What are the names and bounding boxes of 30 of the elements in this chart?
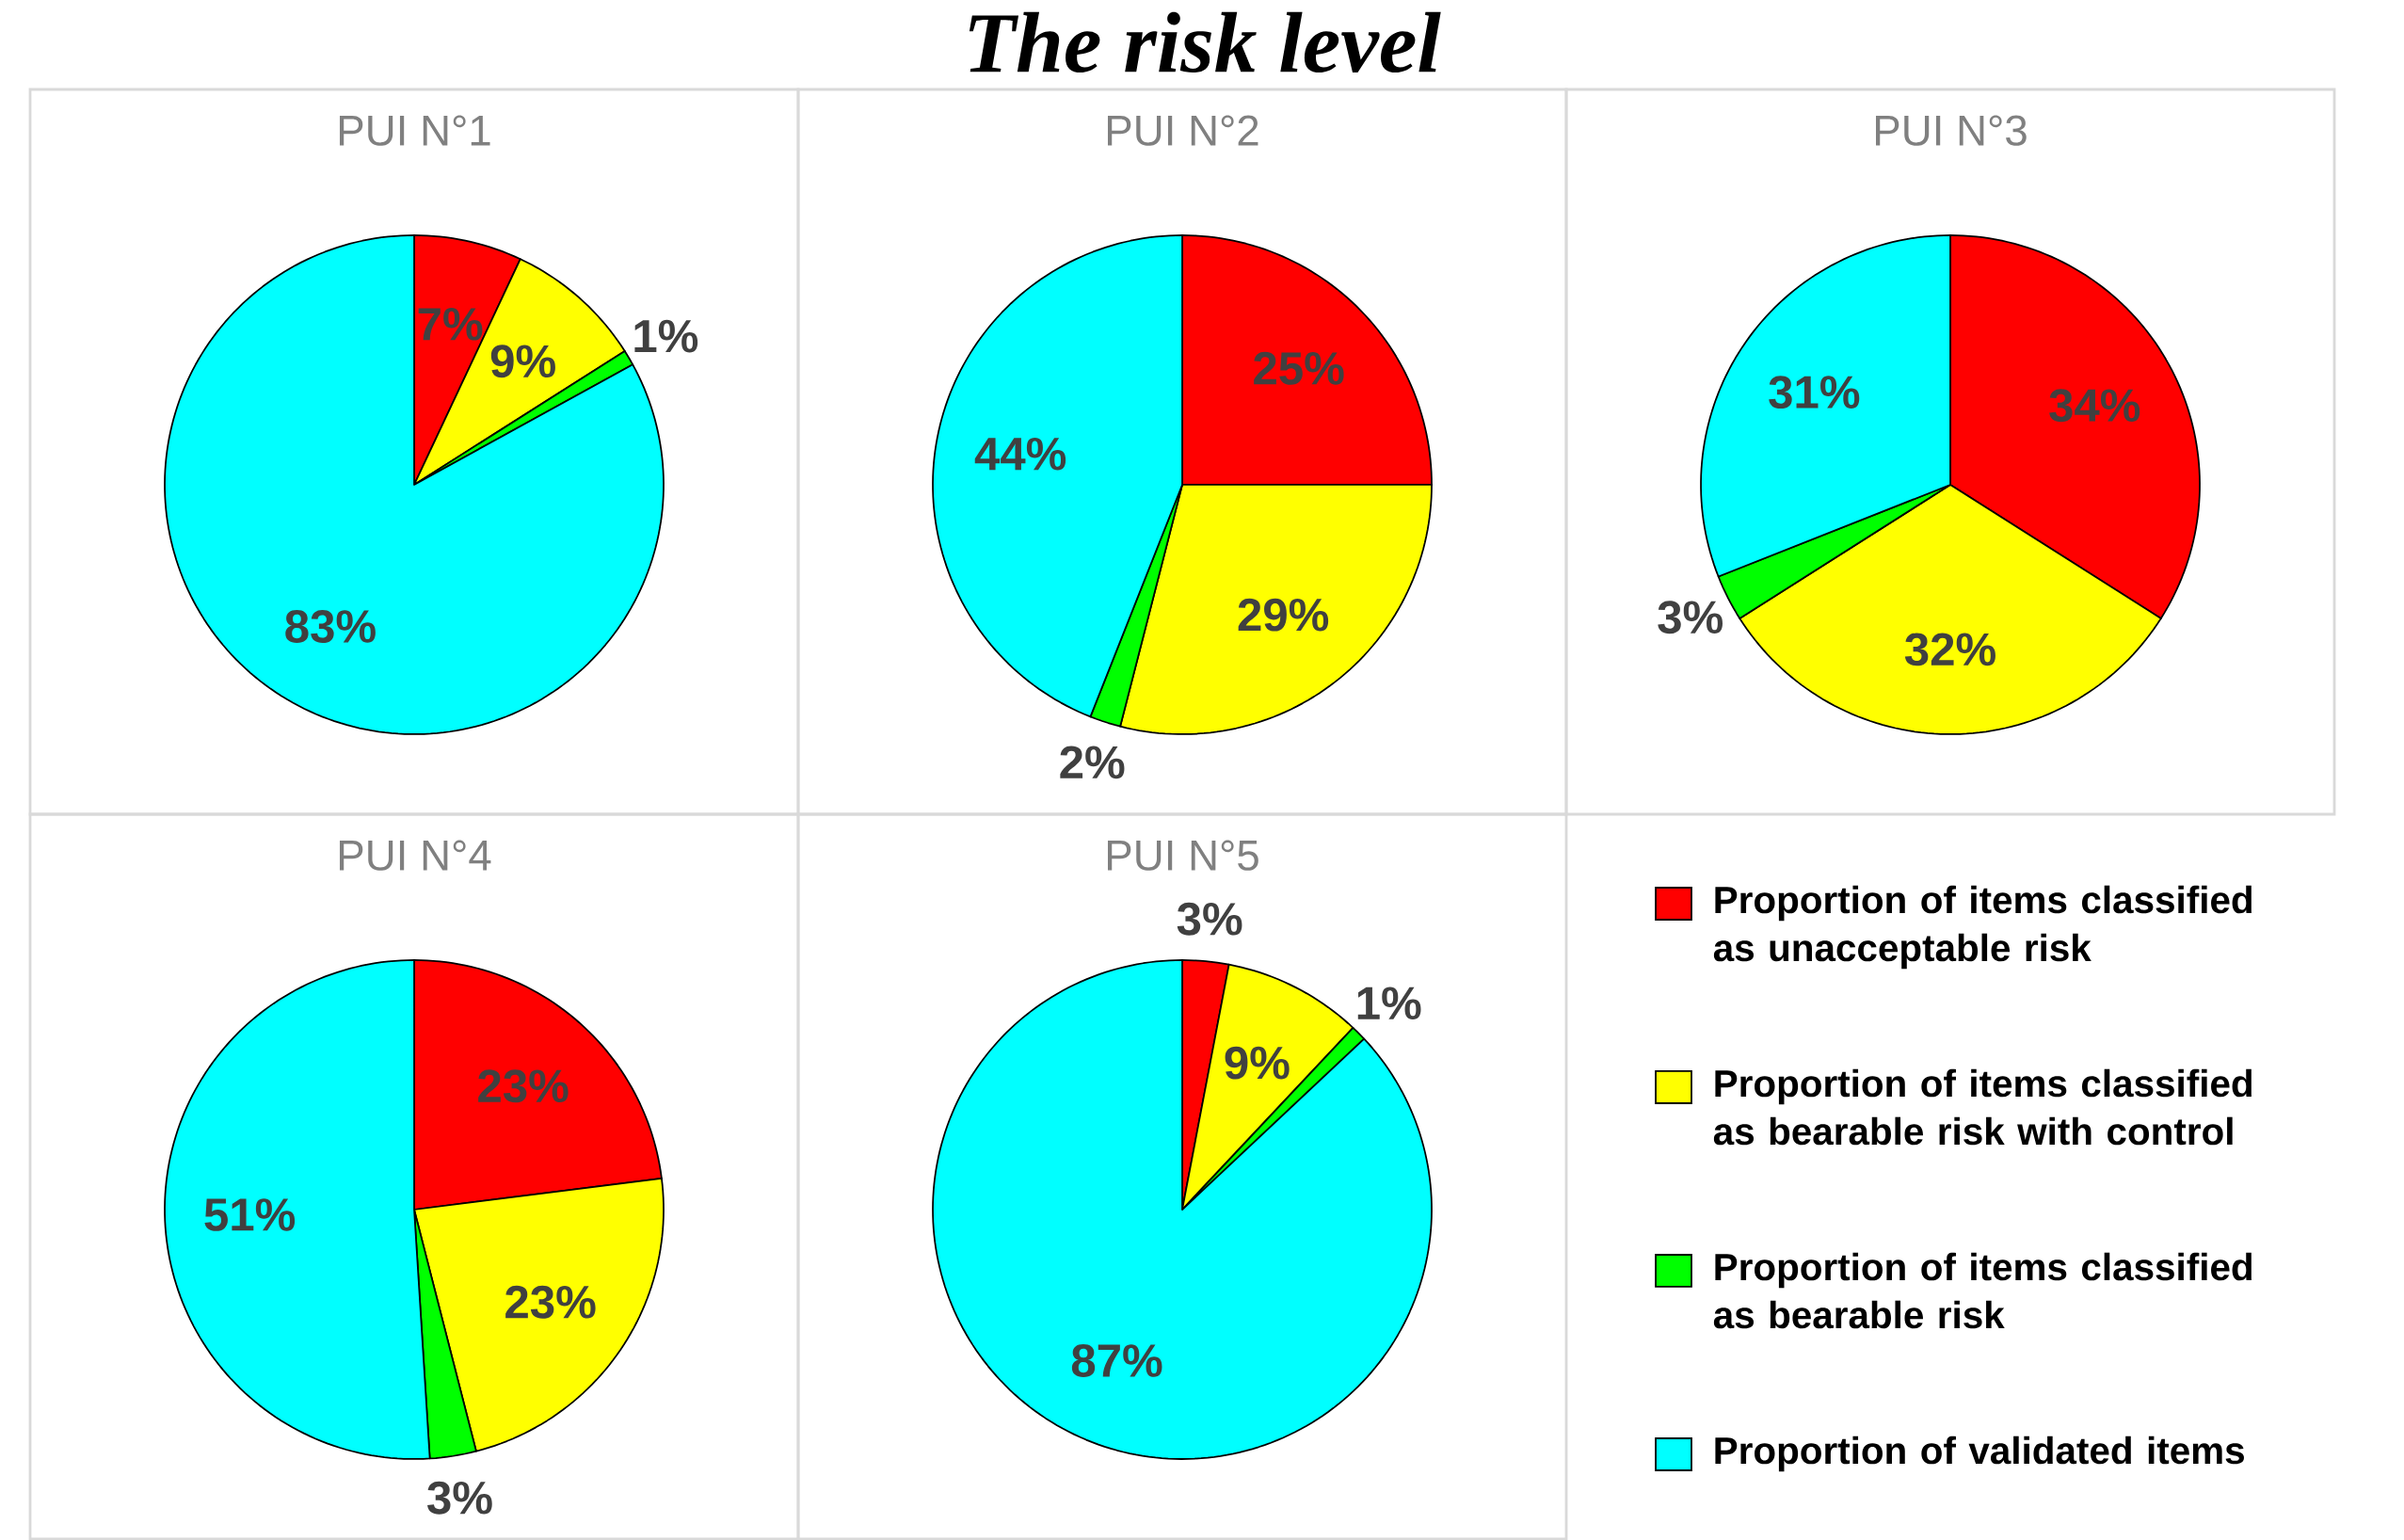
legend-label: Proportion of items classified as bearable risk with control	[1713, 1068, 2252, 1146]
data-label: 31%	[1769, 376, 1860, 409]
data-label: 3%	[1177, 902, 1242, 936]
data-label: 44%	[974, 437, 1066, 471]
data-label: 7%	[418, 307, 483, 341]
data-label: 34%	[2049, 389, 2140, 423]
chart-title: PUI N°2	[1107, 115, 1258, 146]
data-label: 3%	[427, 1481, 492, 1515]
legend-label: Proportion of items classified as unacceptable risk	[1713, 885, 2252, 970]
chart-title: PUI N°4	[339, 840, 491, 871]
data-label: 9%	[490, 345, 555, 378]
text: The risk level	[969, 11, 1441, 73]
data-label: 9%	[1225, 1046, 1290, 1080]
data-label: 32%	[1904, 633, 1995, 666]
chart-title: PUI N°1	[339, 115, 490, 146]
legend-label: Proportion of validated items	[1715, 1436, 2244, 1472]
data-label: 87%	[1071, 1344, 1162, 1377]
data-label: 2%	[1060, 746, 1125, 779]
chart-title: PUI N°3	[1876, 115, 2027, 146]
data-label: 23%	[505, 1285, 596, 1319]
data-label: 3%	[1658, 601, 1723, 634]
data-label: 29%	[1238, 598, 1329, 632]
data-label: 1%	[634, 319, 698, 353]
data-label: 1%	[1357, 987, 1421, 1020]
data-label: 25%	[1254, 351, 1344, 385]
legend-label: Proportion of items classified as bearable risk	[1713, 1252, 2252, 1329]
data-label: 83%	[285, 610, 376, 643]
data-label: 51%	[204, 1198, 296, 1231]
data-label: 23%	[478, 1069, 569, 1103]
chart-title: PUI N°5	[1108, 840, 1258, 871]
